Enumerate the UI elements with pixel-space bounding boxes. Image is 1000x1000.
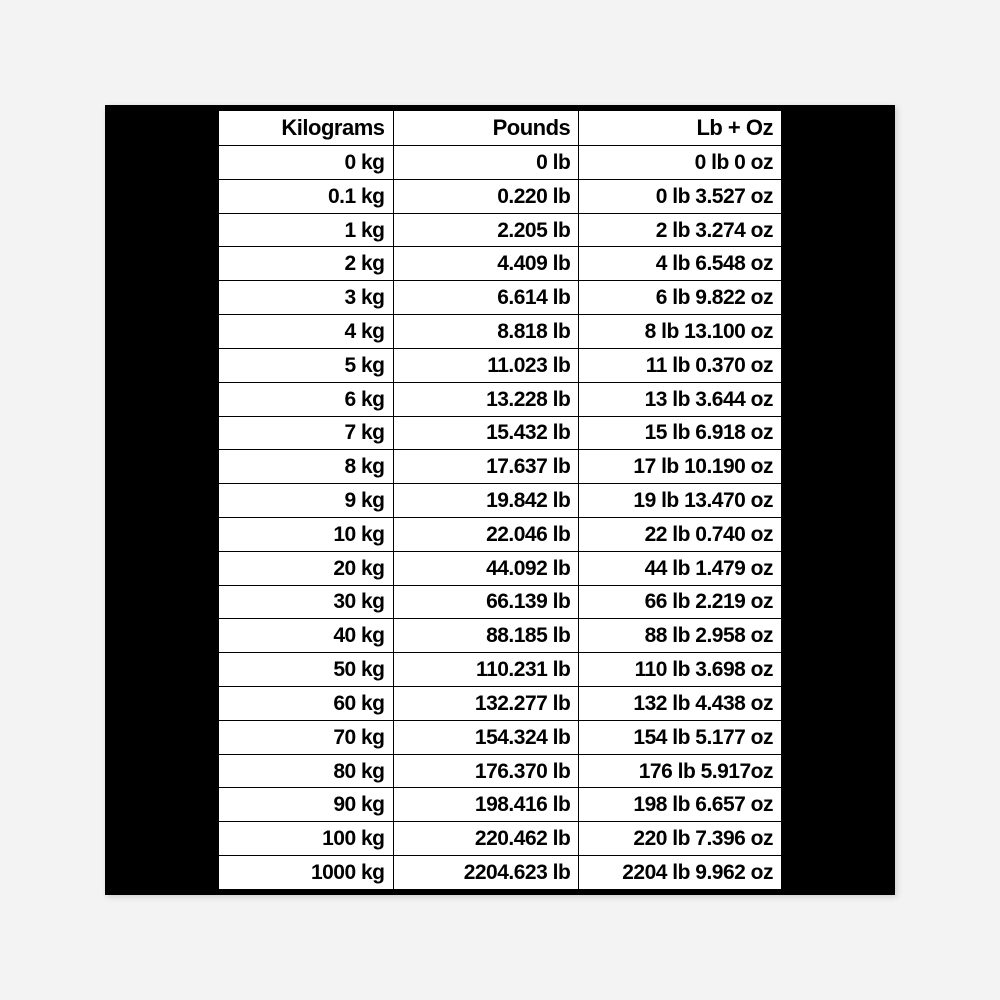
- cell-kg: 6 kg: [219, 382, 394, 416]
- cell-lboz: 13 lb 3.644 oz: [579, 382, 782, 416]
- table-row: 10 kg22.046 lb22 lb 0.740 oz: [219, 517, 782, 551]
- cell-lb: 8.818 lb: [393, 315, 579, 349]
- cell-lboz: 19 lb 13.470 oz: [579, 484, 782, 518]
- table-row: 1000 kg2204.623 lb2204 lb 9.962 oz: [219, 856, 782, 890]
- cell-kg: 1000 kg: [219, 856, 394, 890]
- cell-lb: 110.231 lb: [393, 653, 579, 687]
- cell-lb: 198.416 lb: [393, 788, 579, 822]
- table-header-row: Kilograms Pounds Lb + Oz: [219, 111, 782, 146]
- cell-lb: 132.277 lb: [393, 687, 579, 721]
- cell-lboz: 66 lb 2.219 oz: [579, 585, 782, 619]
- col-header-kilograms: Kilograms: [219, 111, 394, 146]
- cell-lb: 44.092 lb: [393, 551, 579, 585]
- conversion-table-wrap: Kilograms Pounds Lb + Oz 0 kg0 lb0 lb 0 …: [218, 110, 782, 890]
- cell-lb: 22.046 lb: [393, 517, 579, 551]
- cell-kg: 3 kg: [219, 281, 394, 315]
- cell-lb: 220.462 lb: [393, 822, 579, 856]
- table-row: 20 kg44.092 lb44 lb 1.479 oz: [219, 551, 782, 585]
- table-row: 90 kg198.416 lb198 lb 6.657 oz: [219, 788, 782, 822]
- cell-lb: 66.139 lb: [393, 585, 579, 619]
- cell-lb: 2204.623 lb: [393, 856, 579, 890]
- col-header-pounds: Pounds: [393, 111, 579, 146]
- cell-lb: 6.614 lb: [393, 281, 579, 315]
- cell-lboz: 0 lb 3.527 oz: [579, 179, 782, 213]
- cell-kg: 10 kg: [219, 517, 394, 551]
- table-row: 0.1 kg0.220 lb0 lb 3.527 oz: [219, 179, 782, 213]
- table-row: 0 kg0 lb0 lb 0 oz: [219, 146, 782, 180]
- table-row: 6 kg13.228 lb13 lb 3.644 oz: [219, 382, 782, 416]
- cell-lboz: 17 lb 10.190 oz: [579, 450, 782, 484]
- cell-kg: 9 kg: [219, 484, 394, 518]
- table-row: 60 kg132.277 lb132 lb 4.438 oz: [219, 687, 782, 721]
- cell-lb: 15.432 lb: [393, 416, 579, 450]
- cell-kg: 70 kg: [219, 720, 394, 754]
- cell-lb: 0 lb: [393, 146, 579, 180]
- table-row: 100 kg220.462 lb220 lb 7.396 oz: [219, 822, 782, 856]
- cell-kg: 50 kg: [219, 653, 394, 687]
- cell-lboz: 11 lb 0.370 oz: [579, 348, 782, 382]
- cell-lb: 154.324 lb: [393, 720, 579, 754]
- table-row: 9 kg19.842 lb19 lb 13.470 oz: [219, 484, 782, 518]
- cell-lboz: 6 lb 9.822 oz: [579, 281, 782, 315]
- cell-lb: 13.228 lb: [393, 382, 579, 416]
- cell-lboz: 15 lb 6.918 oz: [579, 416, 782, 450]
- cell-lb: 4.409 lb: [393, 247, 579, 281]
- cell-kg: 2 kg: [219, 247, 394, 281]
- cell-kg: 7 kg: [219, 416, 394, 450]
- cell-kg: 30 kg: [219, 585, 394, 619]
- table-row: 1 kg2.205 lb2 lb 3.274 oz: [219, 213, 782, 247]
- cell-lboz: 2204 lb 9.962 oz: [579, 856, 782, 890]
- table-row: 3 kg6.614 lb6 lb 9.822 oz: [219, 281, 782, 315]
- page-stage: Kilograms Pounds Lb + Oz 0 kg0 lb0 lb 0 …: [0, 0, 1000, 1000]
- cell-lb: 88.185 lb: [393, 619, 579, 653]
- cell-lboz: 110 lb 3.698 oz: [579, 653, 782, 687]
- cell-lboz: 132 lb 4.438 oz: [579, 687, 782, 721]
- cell-kg: 90 kg: [219, 788, 394, 822]
- cell-kg: 0 kg: [219, 146, 394, 180]
- cell-kg: 80 kg: [219, 754, 394, 788]
- table-body: 0 kg0 lb0 lb 0 oz 0.1 kg0.220 lb0 lb 3.5…: [219, 146, 782, 890]
- cell-lboz: 2 lb 3.274 oz: [579, 213, 782, 247]
- table-row: 80 kg176.370 lb176 lb 5.917oz: [219, 754, 782, 788]
- cell-lb: 11.023 lb: [393, 348, 579, 382]
- cell-lboz: 88 lb 2.958 oz: [579, 619, 782, 653]
- cell-lboz: 44 lb 1.479 oz: [579, 551, 782, 585]
- cell-kg: 20 kg: [219, 551, 394, 585]
- cell-lb: 0.220 lb: [393, 179, 579, 213]
- cell-kg: 100 kg: [219, 822, 394, 856]
- cell-kg: 1 kg: [219, 213, 394, 247]
- cell-lboz: 0 lb 0 oz: [579, 146, 782, 180]
- cell-kg: 8 kg: [219, 450, 394, 484]
- table-row: 5 kg11.023 lb11 lb 0.370 oz: [219, 348, 782, 382]
- col-header-lb-oz: Lb + Oz: [579, 111, 782, 146]
- cell-kg: 60 kg: [219, 687, 394, 721]
- cell-lboz: 22 lb 0.740 oz: [579, 517, 782, 551]
- cell-lboz: 4 lb 6.548 oz: [579, 247, 782, 281]
- conversion-table: Kilograms Pounds Lb + Oz 0 kg0 lb0 lb 0 …: [218, 110, 782, 890]
- cell-lb: 176.370 lb: [393, 754, 579, 788]
- canvas-frame: Kilograms Pounds Lb + Oz 0 kg0 lb0 lb 0 …: [105, 105, 895, 895]
- cell-lboz: 220 lb 7.396 oz: [579, 822, 782, 856]
- cell-kg: 4 kg: [219, 315, 394, 349]
- cell-kg: 0.1 kg: [219, 179, 394, 213]
- cell-lb: 17.637 lb: [393, 450, 579, 484]
- cell-lboz: 176 lb 5.917oz: [579, 754, 782, 788]
- table-row: 70 kg154.324 lb154 lb 5.177 oz: [219, 720, 782, 754]
- table-row: 7 kg15.432 lb15 lb 6.918 oz: [219, 416, 782, 450]
- cell-kg: 40 kg: [219, 619, 394, 653]
- table-row: 2 kg4.409 lb4 lb 6.548 oz: [219, 247, 782, 281]
- cell-lboz: 198 lb 6.657 oz: [579, 788, 782, 822]
- table-row: 8 kg17.637 lb17 lb 10.190 oz: [219, 450, 782, 484]
- cell-lb: 2.205 lb: [393, 213, 579, 247]
- table-row: 40 kg88.185 lb88 lb 2.958 oz: [219, 619, 782, 653]
- cell-lboz: 154 lb 5.177 oz: [579, 720, 782, 754]
- table-row: 30 kg66.139 lb66 lb 2.219 oz: [219, 585, 782, 619]
- table-row: 4 kg8.818 lb8 lb 13.100 oz: [219, 315, 782, 349]
- cell-lb: 19.842 lb: [393, 484, 579, 518]
- cell-kg: 5 kg: [219, 348, 394, 382]
- cell-lboz: 8 lb 13.100 oz: [579, 315, 782, 349]
- table-row: 50 kg110.231 lb110 lb 3.698 oz: [219, 653, 782, 687]
